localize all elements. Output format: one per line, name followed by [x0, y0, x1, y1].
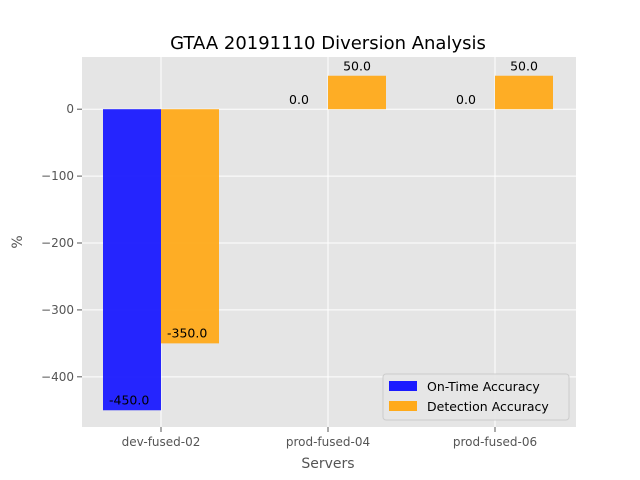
bar-detection-prod-fused-04	[328, 75, 386, 110]
x-tick-label: prod-fused-06	[453, 435, 537, 449]
legend-swatch	[389, 381, 417, 391]
legend-box	[382, 373, 570, 421]
legend-label: On-Time Accuracy	[427, 379, 540, 394]
legend: On-Time Accuracy Detection Accuracy	[382, 373, 570, 421]
data-label: -450.0	[109, 392, 149, 407]
data-label: -350.0	[167, 325, 207, 340]
data-label: 50.0	[343, 59, 371, 74]
x-axis-label: Servers	[301, 456, 354, 472]
y-tick-label: 0	[66, 102, 74, 116]
bars	[103, 75, 553, 411]
data-labels: -450.0 0.0 0.0 -350.0 50.0 50.0	[109, 59, 538, 408]
bar-detection-dev-fused-02	[161, 109, 219, 344]
chart-title: GTAA 20191110 Diversion Analysis	[170, 33, 486, 54]
y-axis: 0 −100 −200 −300 −400	[41, 102, 82, 384]
y-tick-label: −400	[41, 370, 74, 384]
legend-label: Detection Accuracy	[427, 399, 549, 414]
bar-on-time-dev-fused-02	[103, 109, 161, 411]
bar-detection-prod-fused-06	[495, 75, 553, 110]
data-label: 50.0	[510, 59, 538, 74]
y-tick-label: −300	[41, 303, 74, 317]
y-tick-label: −200	[41, 236, 74, 250]
data-label: 0.0	[456, 92, 476, 107]
x-tick-label: dev-fused-02	[122, 435, 201, 449]
legend-swatch	[389, 401, 417, 411]
x-tick-label: prod-fused-04	[286, 435, 370, 449]
x-axis: dev-fused-02 prod-fused-04 prod-fused-06	[122, 427, 537, 449]
data-label: 0.0	[289, 92, 309, 107]
y-tick-label: −100	[41, 169, 74, 183]
y-axis-label: %	[10, 235, 26, 248]
